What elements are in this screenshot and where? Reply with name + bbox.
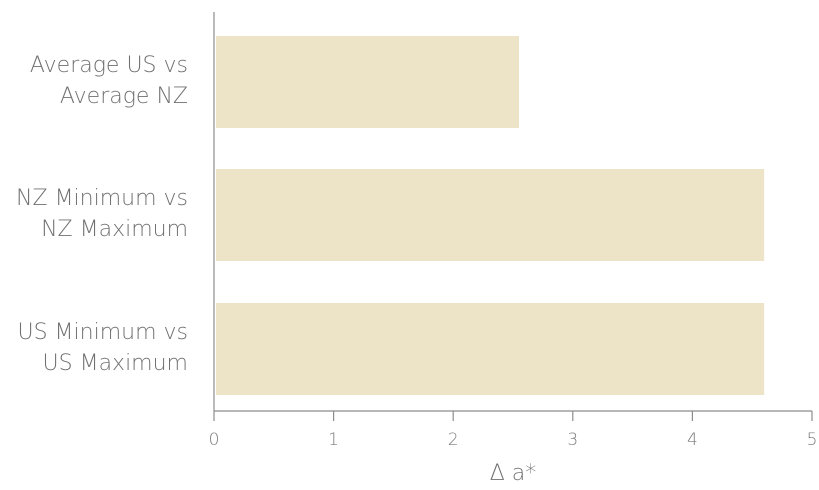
bar-2 [216,169,764,261]
category-label: US Maximum [43,351,188,376]
category-label: US Minimum vs [18,320,189,345]
x-tick-label: 5 [807,430,818,450]
bars-group [216,36,764,395]
x-ticks-group: 0 1 2 3 4 5 [209,411,818,450]
category-label: Average US vs [30,53,188,78]
category-labels-group: Average US vs Average NZ NZ Minimum vs NZ M… [16,53,188,376]
x-tick-label: 0 [209,430,220,450]
x-axis-title: Δ a* [490,461,537,486]
category-label: Average NZ [60,84,188,109]
bar-1 [216,36,519,128]
x-tick-label: 4 [687,430,698,450]
category-label: NZ Maximum [41,217,188,242]
bar-3 [216,303,764,395]
category-label: NZ Minimum vs [16,186,188,211]
x-tick-label: 3 [567,430,578,450]
x-tick-label: 2 [448,430,459,450]
x-tick-label: 1 [328,430,339,450]
